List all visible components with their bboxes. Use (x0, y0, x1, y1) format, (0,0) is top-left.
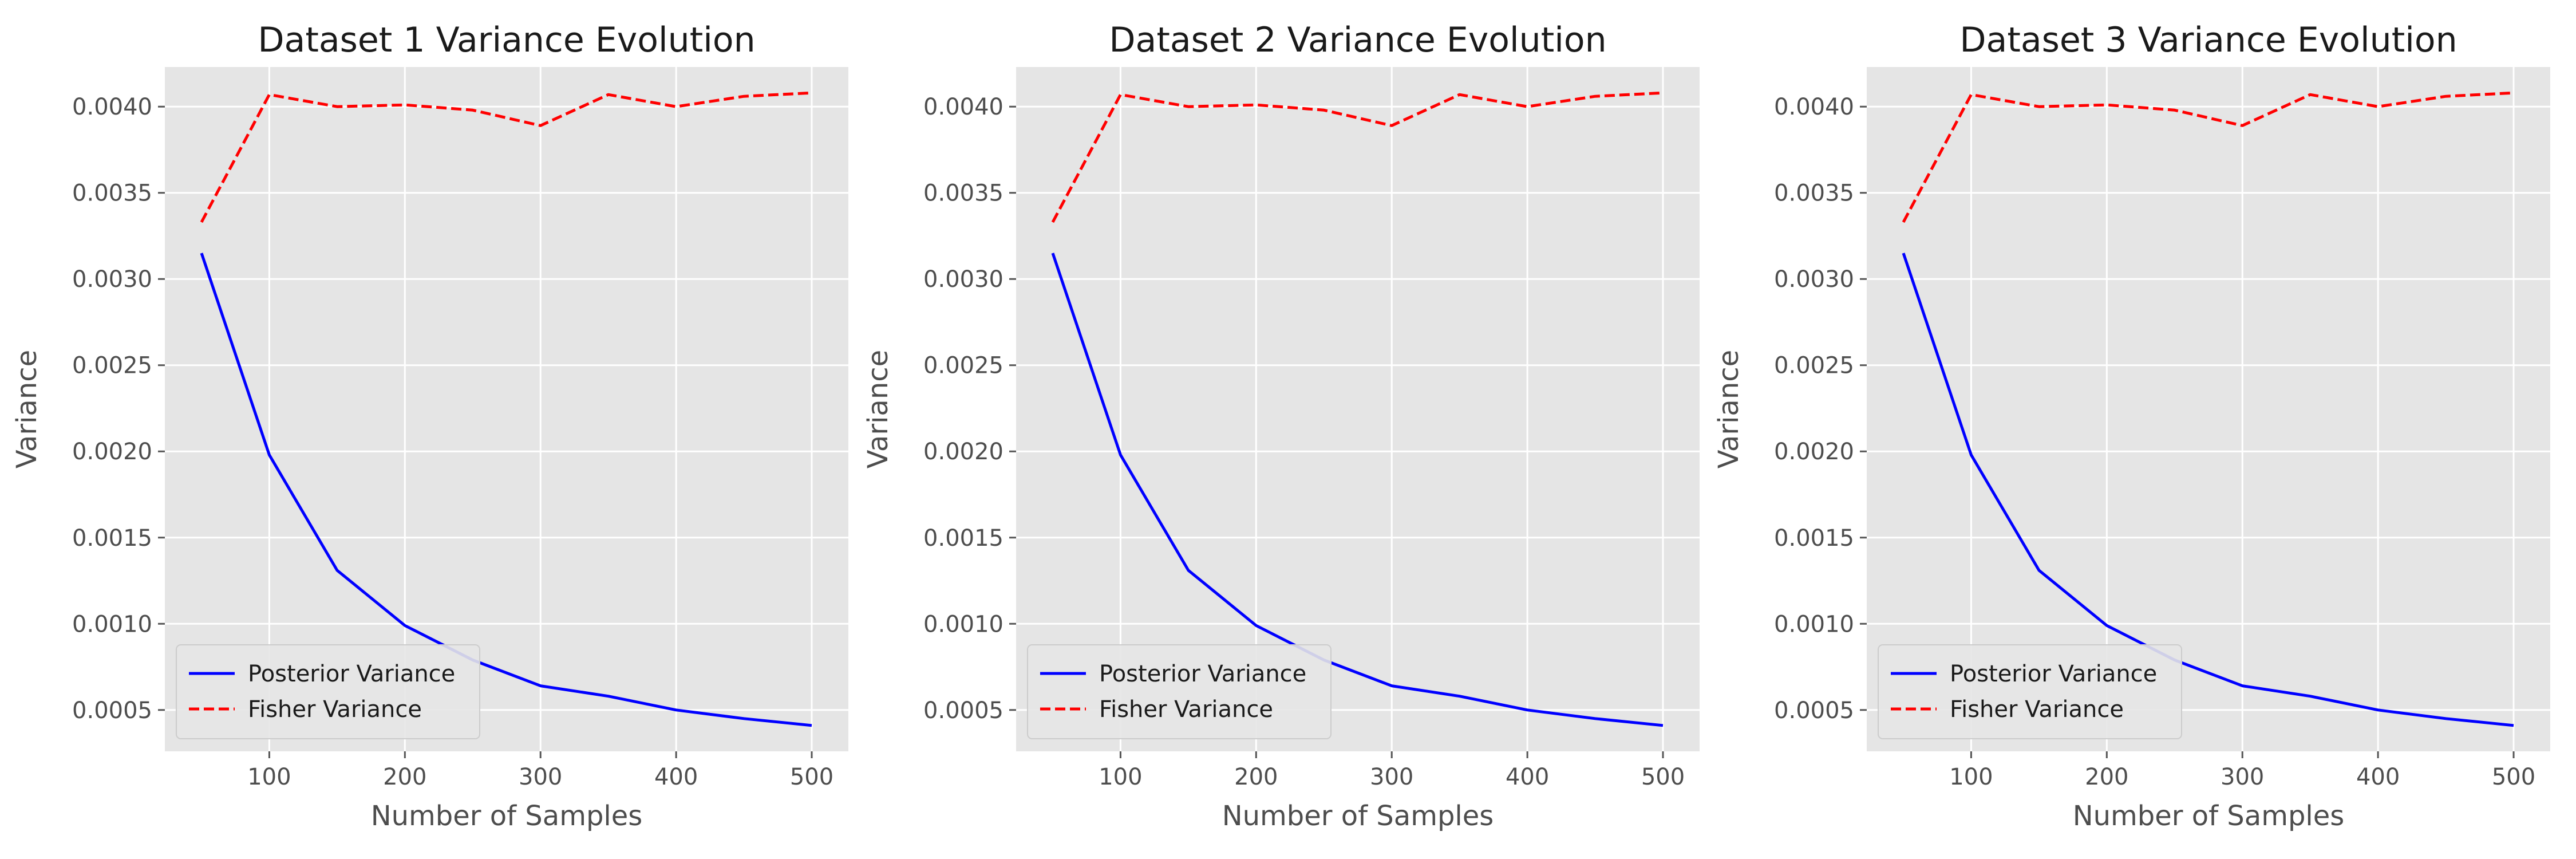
y-tick-label: 0.0035 (72, 180, 152, 207)
legend-label: Fisher Variance (1950, 696, 2124, 723)
series-line-posterior-variance (200, 253, 812, 727)
x-tick-label: 300 (2221, 764, 2264, 790)
y-tick-label: 0.0035 (923, 180, 1003, 207)
plot-area (1016, 67, 1700, 751)
y-tick-label: 0.0040 (923, 94, 1003, 120)
x-tick-label: 300 (1370, 764, 1413, 790)
y-tick-label: 0.0030 (923, 266, 1003, 293)
x-tick-label: 400 (1506, 764, 1549, 790)
y-axis-label: Variance (1713, 350, 1745, 468)
legend-label: Posterior Variance (1950, 661, 2157, 687)
y-tick-label: 0.0025 (923, 353, 1003, 379)
x-axis-label: Number of Samples (1222, 800, 1494, 832)
y-tick-label: 0.0015 (1774, 525, 1854, 551)
y-tick-label: 0.0030 (1774, 266, 1854, 293)
x-axis-label: Number of Samples (2073, 800, 2345, 832)
panel-title: Dataset 2 Variance Evolution (1109, 20, 1606, 60)
x-tick-label: 500 (790, 764, 833, 790)
y-tick-label: 0.0020 (1774, 439, 1854, 465)
y-axis-label: Variance (11, 350, 43, 468)
panel-title: Dataset 3 Variance Evolution (1959, 20, 2457, 60)
series-line-posterior-variance (1051, 253, 1664, 727)
series-line-fisher-variance (1051, 91, 1664, 223)
legend: Posterior Variance Fisher Variance (176, 644, 480, 739)
panel-title: Dataset 1 Variance Evolution (258, 20, 755, 60)
x-tick-label: 400 (654, 764, 698, 790)
legend: Posterior Variance Fisher Variance (1027, 644, 1332, 739)
y-axis-label: Variance (862, 350, 894, 468)
panel-2: 100 200 300 400 500 0.0005 0.0010 0.0015 0.0020 0… (862, 20, 1700, 832)
y-tick-label: 0.0025 (72, 353, 152, 379)
y-tick-label: 0.0040 (1774, 94, 1854, 120)
y-tick-label: 0.0040 (72, 94, 152, 120)
y-tick-label: 0.0010 (72, 611, 152, 637)
y-tick-label: 0.0010 (1774, 611, 1854, 637)
y-tick-label: 0.0025 (1774, 353, 1854, 379)
x-tick-label: 100 (1099, 764, 1142, 790)
legend-label: Fisher Variance (248, 696, 422, 723)
panel-3: 100 200 300 400 500 0.0005 0.0010 0.0015 0.0020 0… (1713, 20, 2550, 832)
x-tick-label: 200 (2085, 764, 2128, 790)
y-tick-label: 0.0020 (923, 439, 1003, 465)
series-line-fisher-variance (1902, 91, 2514, 223)
y-tick-label: 0.0005 (923, 698, 1003, 724)
plot-area (165, 67, 848, 751)
x-tick-label: 500 (2492, 764, 2535, 790)
y-tick-label: 0.0015 (72, 525, 152, 551)
legend-box (1027, 644, 1332, 739)
plot-area (1867, 67, 2550, 751)
panel-1: 100 200 300 400 500 0.0005 0.0010 0.0015 0.0020 0… (11, 20, 848, 832)
y-tick-label: 0.0005 (1774, 698, 1854, 724)
x-tick-label: 100 (247, 764, 291, 790)
x-tick-label: 200 (1234, 764, 1278, 790)
y-tick-label: 0.0015 (923, 525, 1003, 551)
y-tick-label: 0.0030 (72, 266, 152, 293)
y-tick-label: 0.0035 (1774, 180, 1854, 207)
legend-label: Posterior Variance (248, 661, 455, 687)
series-line-posterior-variance (1902, 253, 2514, 727)
y-tick-label: 0.0010 (923, 611, 1003, 637)
x-tick-label: 400 (2356, 764, 2400, 790)
x-tick-label: 100 (1949, 764, 1993, 790)
x-tick-label: 300 (519, 764, 562, 790)
x-tick-label: 200 (383, 764, 426, 790)
y-tick-label: 0.0005 (72, 698, 152, 724)
legend-label: Fisher Variance (1099, 696, 1273, 723)
series-line-fisher-variance (200, 91, 812, 223)
legend-box (1878, 644, 2182, 739)
legend-box (176, 644, 480, 739)
x-axis-label: Number of Samples (371, 800, 643, 832)
x-tick-label: 500 (1641, 764, 1685, 790)
legend-label: Posterior Variance (1099, 661, 1306, 687)
y-tick-label: 0.0020 (72, 439, 152, 465)
legend: Posterior Variance Fisher Variance (1878, 644, 2182, 739)
